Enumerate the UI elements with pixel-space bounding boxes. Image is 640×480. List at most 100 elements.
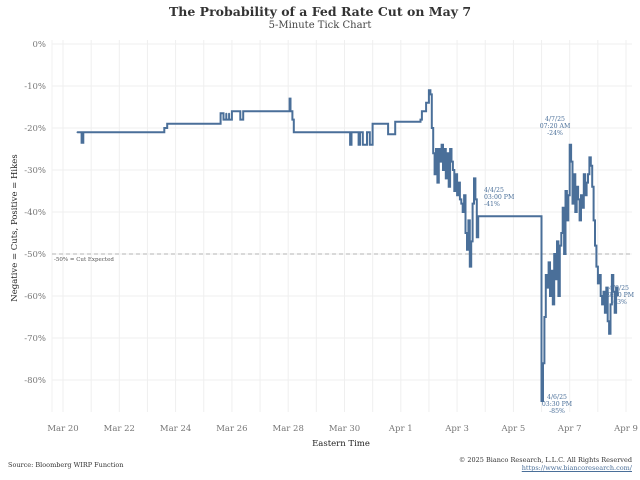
data-point	[349, 144, 351, 146]
data-point	[449, 148, 451, 150]
y-tick-label: -80%	[24, 376, 46, 386]
data-point	[593, 219, 595, 221]
data-point	[225, 119, 227, 121]
data-point	[607, 320, 609, 322]
data-point	[76, 131, 78, 133]
data-point	[425, 102, 427, 104]
data-point	[359, 131, 361, 133]
data-point	[552, 303, 554, 305]
data-point	[471, 203, 474, 205]
data-point	[574, 211, 576, 213]
data-point	[462, 211, 464, 213]
data-point	[584, 194, 586, 196]
y-tick-label: -40%	[24, 208, 46, 218]
series-line	[77, 89, 619, 402]
data-point	[562, 207, 564, 209]
data-point	[616, 295, 619, 297]
website-link[interactable]: https://www.biancoresearch.com/	[521, 464, 632, 472]
data-point	[588, 156, 591, 158]
data-point	[609, 303, 612, 305]
data-point	[439, 161, 441, 163]
data-point	[441, 144, 443, 146]
data-point	[222, 119, 225, 121]
data-point	[428, 89, 430, 91]
data-point	[564, 190, 567, 192]
data-point	[595, 266, 598, 268]
data-point	[570, 161, 572, 163]
reference-line-label: -50% = Cut Expected	[54, 257, 114, 263]
x-tick-label: Apr 5	[501, 424, 526, 434]
data-point	[452, 169, 454, 171]
data-point	[457, 182, 460, 184]
data-point	[460, 203, 462, 205]
data-point	[231, 112, 233, 114]
annotation-line1: 4/4/25	[484, 187, 504, 194]
data-point	[369, 144, 371, 146]
data-point	[540, 400, 543, 402]
y-axis-ticks: 0% -10% -20% -30% -40% -50% -60% -70% -80%	[24, 40, 46, 386]
data-point	[474, 198, 476, 200]
data-point	[455, 173, 457, 175]
data-point	[547, 261, 550, 263]
x-tick-label: Mar 22	[104, 424, 135, 434]
data-point	[483, 215, 485, 217]
data-point	[436, 182, 438, 184]
x-tick-label: Apr 3	[444, 424, 469, 434]
data-point	[608, 333, 610, 335]
reference-line-group: -50% = Cut Expected	[52, 253, 632, 263]
data-point	[555, 278, 557, 280]
x-tick-label: Mar 28	[273, 424, 304, 434]
data-point	[587, 173, 589, 175]
data-point	[445, 177, 447, 179]
data-point	[82, 131, 85, 133]
data-point	[289, 110, 292, 112]
data-point	[581, 207, 583, 209]
data-point	[481, 215, 484, 217]
data-point	[239, 119, 241, 121]
y-tick-label: -50%	[24, 250, 46, 260]
data-point	[350, 131, 353, 133]
data-point	[578, 219, 581, 221]
annotation-line3: -85%	[549, 408, 565, 415]
annotation-line3: -41%	[484, 201, 500, 208]
data-point	[591, 186, 593, 188]
data-point	[387, 133, 389, 135]
data-point	[453, 190, 455, 192]
data-point	[563, 253, 565, 255]
data-point	[583, 173, 585, 175]
copyright-block: © 2025 Bianco Research, L.L.C. All Right…	[459, 456, 632, 472]
data-point	[163, 127, 165, 129]
data-point	[484, 215, 486, 217]
data-point	[80, 131, 82, 133]
data-point	[559, 245, 561, 247]
data-point	[464, 232, 467, 234]
data-point	[569, 144, 571, 146]
data-point	[611, 274, 613, 276]
data-point	[466, 249, 468, 251]
data-point	[231, 110, 233, 112]
data-point	[542, 362, 544, 364]
data-point	[602, 291, 605, 293]
data-point	[605, 287, 607, 289]
data-point	[538, 215, 540, 217]
data-point	[432, 152, 434, 154]
data-point	[615, 287, 617, 289]
data-point	[163, 131, 165, 133]
data-point	[228, 112, 230, 114]
annotation-line2: 03:30 PM	[542, 401, 573, 408]
x-tick-label: Apr 9	[613, 424, 638, 434]
data-point	[220, 112, 222, 114]
data-point	[289, 98, 291, 100]
annotation-line1: 4/8/25	[609, 285, 629, 292]
x-axis-title: Eastern Time	[312, 439, 370, 449]
data-point	[459, 198, 461, 200]
data-point	[394, 121, 396, 123]
data-point	[362, 144, 364, 146]
data-point	[431, 127, 433, 129]
data-point	[598, 274, 600, 276]
data-point	[260, 110, 263, 112]
data-point	[372, 123, 374, 125]
y-tick-label: -70%	[24, 334, 46, 344]
data-point	[242, 110, 244, 112]
